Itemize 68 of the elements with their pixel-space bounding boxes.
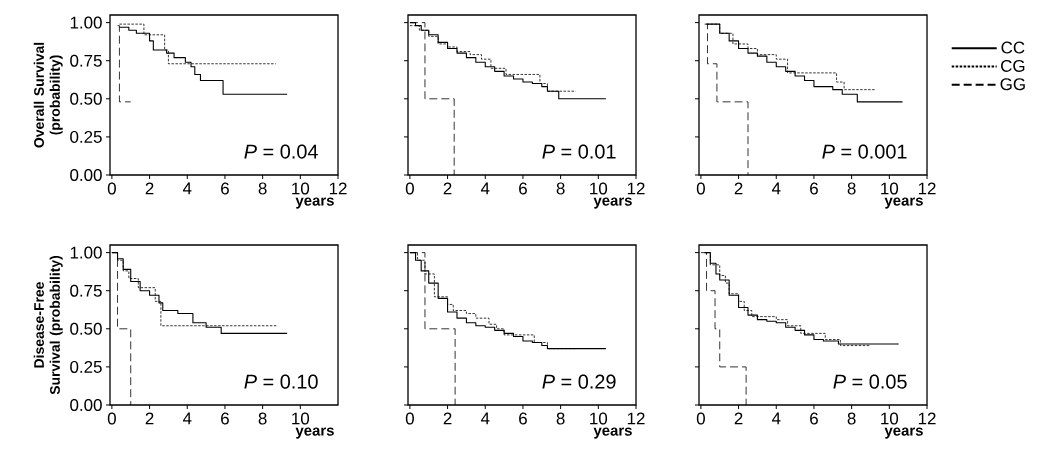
x-tick-label: 6 — [221, 182, 229, 195]
x-tick-label: 4 — [771, 412, 781, 425]
x-tick-label: 2 — [734, 412, 743, 425]
x-tick-label: 10 — [881, 182, 899, 195]
x-axis-title: years — [884, 427, 923, 439]
x-tick-label: 0 — [696, 182, 705, 195]
x-tick-label: 8 — [258, 182, 267, 195]
x-tick-label: 8 — [847, 412, 856, 425]
x-tick-label: 10 — [881, 412, 899, 425]
x-tick-label: 8 — [556, 412, 565, 425]
x-tick-label: 10 — [292, 412, 310, 425]
x-tick-label: 8 — [847, 182, 856, 195]
x-tick-label: 10 — [292, 182, 310, 195]
x-tick-label: 4 — [480, 182, 490, 195]
x-tick-label: 2 — [734, 182, 743, 195]
x-tick-label: 0 — [107, 412, 116, 425]
x-tick-label: 10 — [590, 182, 608, 195]
x-tick-label: 6 — [810, 412, 818, 425]
x-tick-label: 2 — [443, 412, 452, 425]
annotation: P = 0.05 — [833, 374, 907, 389]
annotation: P = 0.29 — [542, 374, 616, 389]
y-tick-label: 1.00 — [70, 16, 102, 29]
x-tick-label: 0 — [107, 182, 116, 195]
y-tick-label: 0.75 — [70, 54, 102, 67]
legend-label: GG — [1000, 78, 1025, 91]
x-tick-label: 4 — [771, 182, 781, 195]
x-tick-label: 12 — [918, 182, 936, 195]
x-axis-title: years — [593, 427, 632, 439]
x-tick-label: 10 — [590, 412, 608, 425]
x-axis-title: years — [295, 427, 334, 439]
y-tick-label: 1.00 — [70, 246, 102, 259]
x-tick-label: 0 — [405, 412, 414, 425]
x-tick-label: 4 — [182, 182, 192, 195]
x-tick-label: 2 — [145, 412, 154, 425]
annotation: P = 0.01 — [542, 144, 616, 159]
x-axis-title: years — [884, 197, 923, 209]
x-axis-title: years — [593, 197, 632, 209]
y-tick-label: 0.00 — [70, 399, 102, 411]
x-tick-label: 12 — [918, 412, 936, 425]
y-tick-label: 0.25 — [70, 360, 102, 373]
y-tick-label: 0.50 — [70, 322, 102, 335]
x-tick-label: 12 — [627, 412, 645, 425]
x-tick-label: 12 — [329, 182, 347, 195]
x-tick-label: 4 — [182, 412, 192, 425]
x-tick-label: 0 — [696, 412, 705, 425]
legend-label: CC — [1001, 41, 1025, 54]
x-tick-label: 4 — [480, 412, 490, 425]
y-tick-label: 0.00 — [70, 169, 102, 181]
x-tick-label: 6 — [221, 412, 229, 425]
y-axis-title: Disease-Free Survival (probability) — [33, 255, 63, 395]
x-tick-label: 8 — [556, 182, 565, 195]
x-tick-label: 6 — [519, 412, 527, 425]
y-tick-label: 0.75 — [70, 284, 102, 297]
x-tick-label: 6 — [810, 182, 818, 195]
y-tick-label: 0.25 — [70, 130, 102, 143]
annotation: P = 0.10 — [244, 374, 318, 389]
annotation: P = 0.001 — [822, 144, 907, 159]
x-tick-label: 2 — [443, 182, 452, 195]
x-tick-label: 8 — [258, 412, 267, 425]
y-axis-title: Overall Survival (probability) — [33, 42, 63, 148]
x-axis-title: years — [295, 197, 334, 209]
x-tick-label: 6 — [519, 182, 527, 195]
y-tick-label: 0.50 — [70, 92, 102, 105]
x-tick-label: 0 — [405, 182, 414, 195]
annotation: P = 0.04 — [244, 144, 318, 159]
x-tick-label: 12 — [627, 182, 645, 195]
x-tick-label: 2 — [145, 182, 154, 195]
legend-label: CG — [1001, 59, 1025, 72]
